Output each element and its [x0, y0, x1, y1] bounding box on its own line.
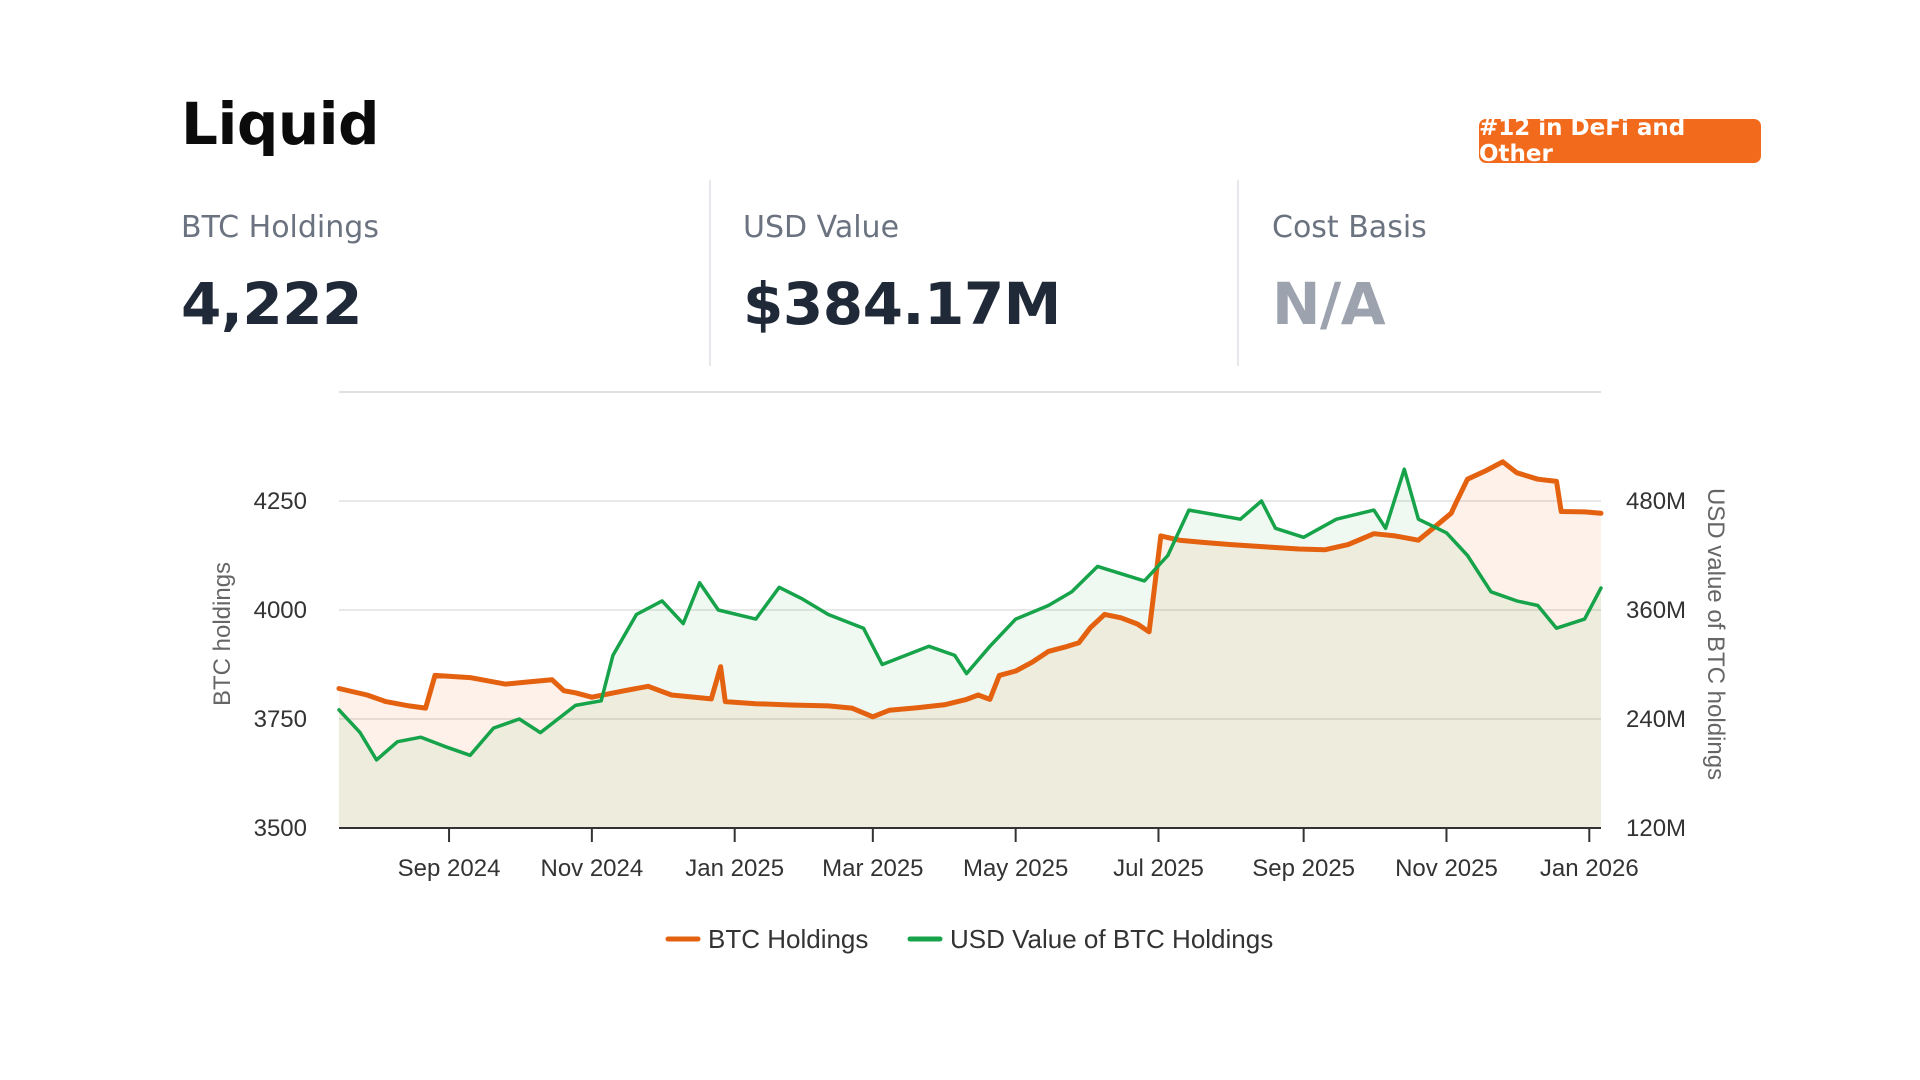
x-tick-label: Mar 2025 — [822, 855, 923, 882]
y-left-tick-label: 4000 — [254, 597, 307, 624]
chart-areas — [339, 461, 1601, 828]
series-area-btc — [339, 461, 1601, 828]
stat-value: $384.17M — [743, 270, 1061, 338]
chart-legend: BTC Holdings USD Value of BTC Holdings — [665, 924, 1273, 954]
y-left-tick-label: 3500 — [254, 815, 307, 842]
y-right-tick-label: 120M — [1626, 815, 1686, 842]
x-tick-label: Sep 2024 — [398, 855, 501, 882]
stat-btc-holdings: BTC Holdings 4,222 — [181, 178, 701, 368]
chart-axes: Sep 2024 Nov 2024 Jan 2025 Mar 2025 May 2025… — [209, 488, 1729, 882]
x-tick-label: Sep 2025 — [1252, 855, 1355, 882]
y-right-axis-title: USD value of BTC holdings — [1702, 488, 1729, 780]
btc-holdings-chart: Sep 2024 Nov 2024 Jan 2025 Mar 2025 May 2025… — [209, 391, 1729, 954]
stat-value: 4,222 — [181, 270, 362, 338]
stat-divider — [1237, 180, 1239, 366]
chart-grid — [339, 391, 1601, 720]
stat-label: BTC Holdings — [181, 210, 379, 245]
chart-lines — [336, 459, 1604, 762]
x-tick-label: Nov 2024 — [540, 855, 643, 882]
series-line-usd — [337, 467, 1603, 762]
stat-value: N/A — [1272, 270, 1386, 338]
stat-cost-basis: Cost Basis N/A — [1272, 178, 1752, 368]
y-left-axis-title: BTC holdings — [209, 562, 236, 706]
series-line-btc — [336, 459, 1604, 720]
legend-btc-holdings[interactable]: BTC Holdings — [665, 924, 868, 954]
x-tick-label: May 2025 — [963, 855, 1068, 882]
rank-badge: #12 in DeFi and Other — [1479, 115, 1761, 167]
x-tick-label: Jan 2026 — [1540, 855, 1639, 882]
legend-label: USD Value of BTC Holdings — [950, 924, 1273, 954]
y-right-tick-label: 240M — [1626, 706, 1686, 733]
y-left-tick-label: 3750 — [254, 706, 307, 733]
page-title: Liquid — [181, 90, 380, 158]
stat-usd-value: USD Value $384.17M — [743, 178, 1223, 368]
x-tick-label: Jul 2025 — [1113, 855, 1204, 882]
y-right-tick-label: 480M — [1626, 488, 1686, 515]
y-left-tick-label: 4250 — [254, 488, 307, 515]
legend-usd-value[interactable]: USD Value of BTC Holdings — [907, 924, 1273, 954]
stat-divider — [709, 180, 711, 366]
stat-label: Cost Basis — [1272, 210, 1427, 245]
legend-label: BTC Holdings — [708, 924, 868, 954]
series-area-usd — [339, 469, 1601, 828]
stat-label: USD Value — [743, 210, 900, 245]
y-right-tick-label: 360M — [1626, 597, 1686, 624]
x-tick-label: Jan 2025 — [685, 855, 784, 882]
x-tick-label: Nov 2025 — [1395, 855, 1498, 882]
